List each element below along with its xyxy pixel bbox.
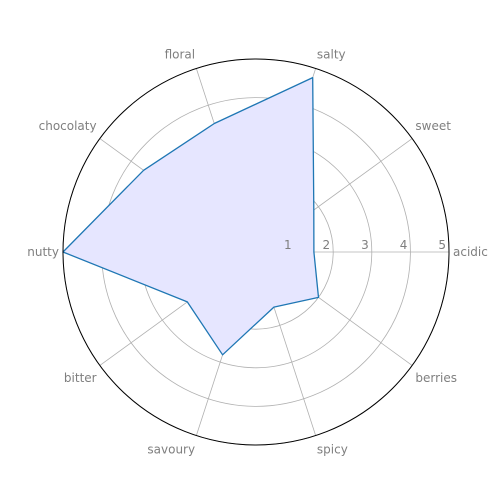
polar-frame [62,58,450,446]
series-layer [62,76,320,356]
tick-label-3: 3 [361,238,369,252]
category-label-savoury: savoury [147,442,195,456]
category-label-floral: floral [165,48,196,62]
category-label-bitter: bitter [64,371,97,385]
category-label-berries: berries [415,371,457,385]
radial-tick-labels: 1 2 3 4 5 [284,238,446,252]
category-label-nutty: nutty [27,245,59,259]
tick-label-4: 4 [400,238,408,252]
tick-label-5: 5 [438,238,446,252]
series-fill-0 [63,77,319,355]
tick-label-2: 2 [323,238,331,252]
category-label-acidic: acidic [453,245,488,259]
category-labels: acidic sweet salty floral chocolaty nutty bitt… [27,48,488,457]
tick-label-1: 1 [284,238,292,252]
category-label-spicy: spicy [317,442,348,456]
category-label-chocolaty: chocolaty [39,119,97,133]
category-label-sweet: sweet [415,119,451,133]
category-label-salty: salty [317,48,346,62]
